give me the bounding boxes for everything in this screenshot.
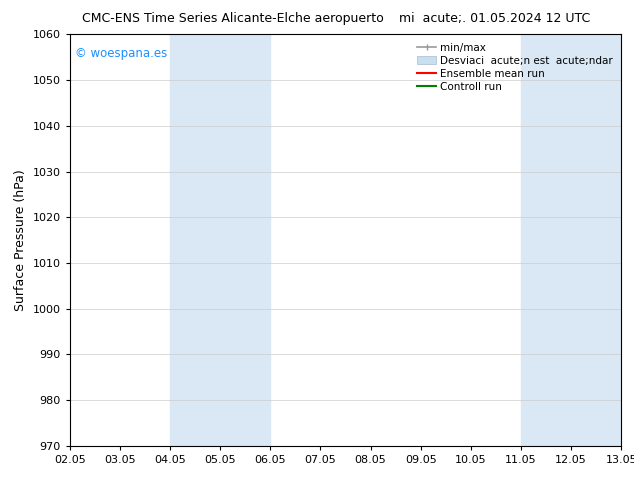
Text: © woespana.es: © woespana.es (75, 47, 167, 60)
Text: CMC-ENS Time Series Alicante-Elche aeropuerto: CMC-ENS Time Series Alicante-Elche aerop… (82, 12, 384, 25)
Bar (521, 34, 621, 446)
Bar (170, 34, 270, 446)
Legend: min/max, Desviaci  acute;n est  acute;ndar, Ensemble mean run, Controll run: min/max, Desviaci acute;n est acute;ndar… (414, 40, 616, 95)
Text: mi  acute;. 01.05.2024 12 UTC: mi acute;. 01.05.2024 12 UTC (399, 12, 591, 25)
Y-axis label: Surface Pressure (hPa): Surface Pressure (hPa) (14, 169, 27, 311)
